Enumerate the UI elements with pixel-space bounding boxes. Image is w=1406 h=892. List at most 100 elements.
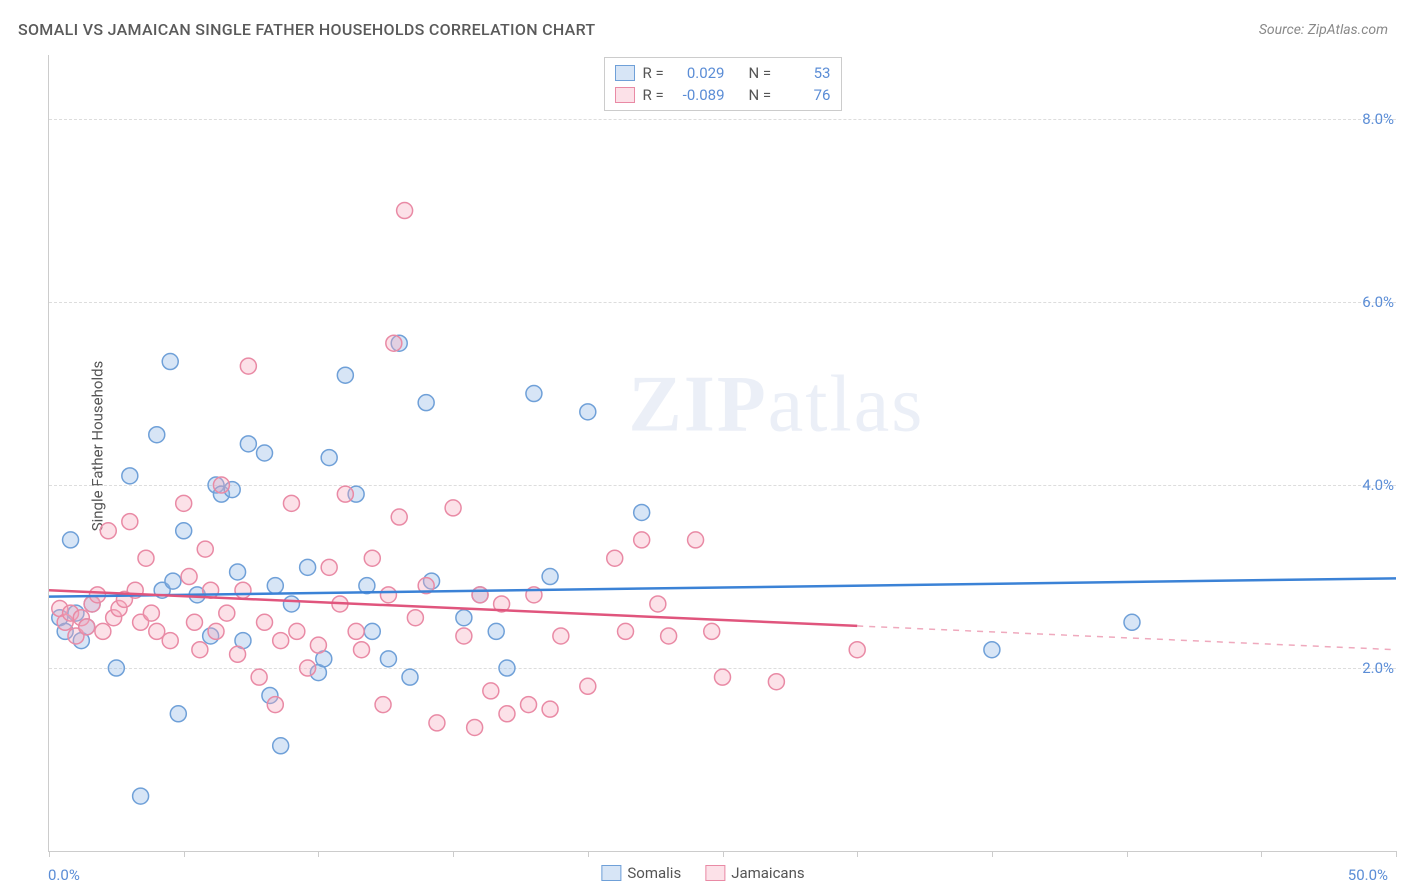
data-point [149,427,165,443]
data-point [208,623,224,639]
data-point [79,619,95,635]
data-point [310,637,326,653]
data-point [364,550,380,566]
legend-r-value-somalis: 0.029 [675,64,725,82]
data-point [472,587,488,603]
swatch-jamaicans-icon [705,865,725,881]
y-tick-label: 6.0% [1362,293,1394,311]
data-point [984,642,1000,658]
data-point [337,367,353,383]
data-point [122,514,138,530]
data-point [289,623,305,639]
data-point [283,495,299,511]
data-point [580,678,596,694]
legend-label-somalis: Somalis [627,864,681,882]
data-point [300,559,316,575]
swatch-somalis-icon [601,865,621,881]
legend-item-jamaicans: Jamaicans [705,864,804,882]
data-point [499,660,515,676]
data-point [257,445,273,461]
data-point [467,719,483,735]
data-point [348,623,364,639]
data-point [95,623,111,639]
trend-line [49,590,857,626]
x-tick [723,851,724,857]
x-tick [184,851,185,857]
x-tick [588,851,589,857]
data-point [176,523,192,539]
data-point [267,697,283,713]
data-point [300,660,316,676]
swatch-jamaicans [615,87,635,103]
data-point [122,468,138,484]
data-point [397,203,413,219]
data-point [251,669,267,685]
x-tick [49,851,50,857]
data-point [688,532,704,548]
data-point [704,623,720,639]
data-point [235,582,251,598]
data-point [203,582,219,598]
data-point [715,669,731,685]
legend-r-value-jamaicans: -0.089 [675,86,725,104]
legend-n-value-somalis: 53 [781,64,831,82]
scatter-svg [49,55,1396,851]
data-point [499,706,515,722]
legend-label-jamaicans: Jamaicans [731,864,804,882]
data-point [240,358,256,374]
x-tick [1396,851,1397,857]
data-point [661,628,677,644]
data-point [521,697,537,713]
data-point [650,596,666,612]
legend-row-somalis: R = 0.029 N = 53 [615,62,831,84]
data-point [230,646,246,662]
legend-item-somalis: Somalis [601,864,681,882]
legend-r-label: R = [643,64,667,82]
data-point [63,532,79,548]
data-point [364,623,380,639]
data-point [162,633,178,649]
data-point [380,651,396,667]
data-point [321,559,337,575]
legend-row-jamaicans: R = -0.089 N = 76 [615,84,831,106]
data-point [542,569,558,585]
data-point [445,500,461,516]
trend-line-extrapolated [857,626,1396,650]
data-point [634,532,650,548]
legend-r-label: R = [643,86,667,104]
data-point [488,623,504,639]
data-point [273,633,289,649]
data-point [143,605,159,621]
data-point [553,628,569,644]
data-point [170,706,186,722]
x-axis-start-label: 0.0% [48,866,80,884]
data-point [133,788,149,804]
data-point [165,573,181,589]
data-point [429,715,445,731]
data-point [618,623,634,639]
x-tick [1127,851,1128,857]
data-point [321,450,337,466]
x-tick [1261,851,1262,857]
legend-n-label: N = [749,64,773,82]
data-point [580,404,596,420]
series-legend: Somalis Jamaicans [601,864,804,882]
data-point [283,596,299,612]
data-point [108,660,124,676]
data-point [402,669,418,685]
data-point [375,697,391,713]
data-point [768,674,784,690]
data-point [213,477,229,493]
data-point [407,610,423,626]
chart-title: SOMALI VS JAMAICAN SINGLE FATHER HOUSEHO… [18,20,595,39]
legend-n-value-jamaicans: 76 [781,86,831,104]
data-point [273,738,289,754]
data-point [1124,614,1140,630]
data-point [219,605,235,621]
data-point [100,523,116,539]
data-point [456,628,472,644]
y-tick-label: 4.0% [1362,476,1394,494]
data-point [138,550,154,566]
x-axis-end-label: 50.0% [1348,866,1388,884]
data-point [380,587,396,603]
